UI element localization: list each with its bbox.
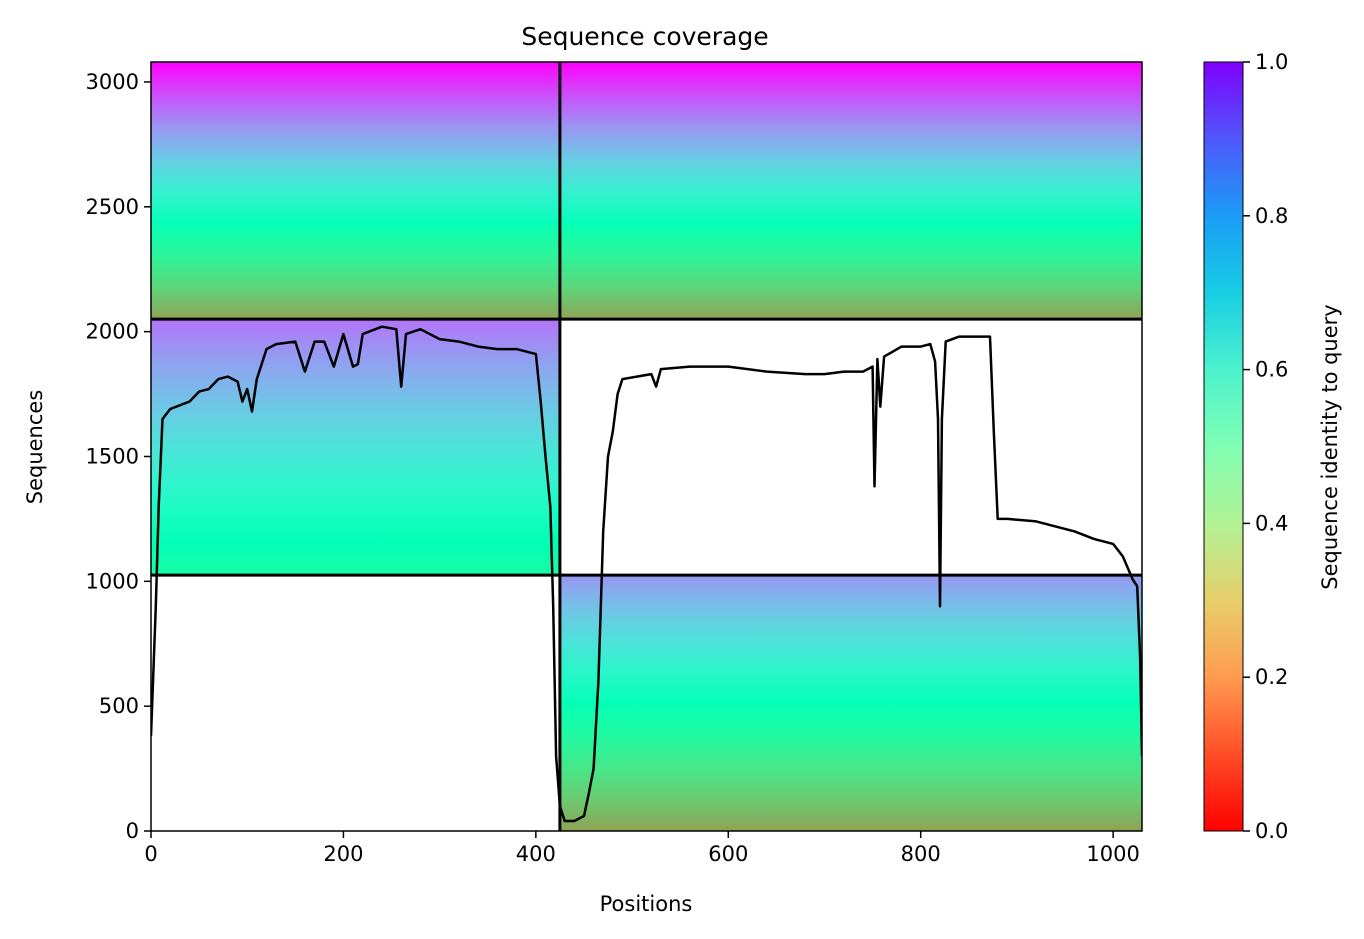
y-axis-ticks: 0 500 1000 1500 2000 2500 3000 [86,70,151,843]
colorbar-tick-label: 0.6 [1255,358,1288,382]
plot-frame [150,61,1143,832]
heatmap-block-bottom-right [559,575,1142,831]
colorbar-label: Sequence identity to query [1318,304,1342,589]
x-tick-label: 600 [708,842,748,866]
x-axis-label: Positions [600,892,693,916]
x-axis-ticks: 0 200 400 600 800 1000 [144,831,1140,866]
x-tick-label: 1000 [1086,842,1139,866]
coverage-line-layer [151,325,1142,823]
y-tick-label: 0 [126,819,139,843]
y-tick-label: 2000 [86,320,139,344]
y-tick-label: 1000 [86,569,139,593]
colorbar [1203,61,1244,832]
heatmap-blocks [151,62,1142,831]
segment-separators [151,62,1142,831]
colorbar-tick-label: 0.4 [1255,511,1288,535]
heatmap-block-middle-left [151,319,560,576]
coverage-line [151,325,1142,823]
colorbar-tick-label: 0.8 [1255,204,1288,228]
y-tick-label: 3000 [86,70,139,94]
x-tick-label: 200 [323,842,363,866]
x-tick-label: 800 [901,842,941,866]
colorbar-tick-label: 0.2 [1255,665,1288,689]
heatmap-block-top-right [559,62,1142,320]
y-tick-label: 2500 [86,195,139,219]
heatmap-block-top-left [151,62,560,320]
y-tick-label: 500 [99,694,139,718]
y-tick-label: 1500 [86,444,139,468]
x-tick-label: 0 [144,842,157,866]
colorbar-ticks: 0.0 0.2 0.4 0.6 0.8 1.0 [1243,50,1288,843]
chart-title: Sequence coverage [521,22,768,51]
y-axis-label: Sequences [23,390,47,505]
colorbar-tick-label: 1.0 [1255,50,1288,74]
colorbar-tick-label: 0.0 [1255,819,1288,843]
x-tick-label: 400 [516,842,556,866]
